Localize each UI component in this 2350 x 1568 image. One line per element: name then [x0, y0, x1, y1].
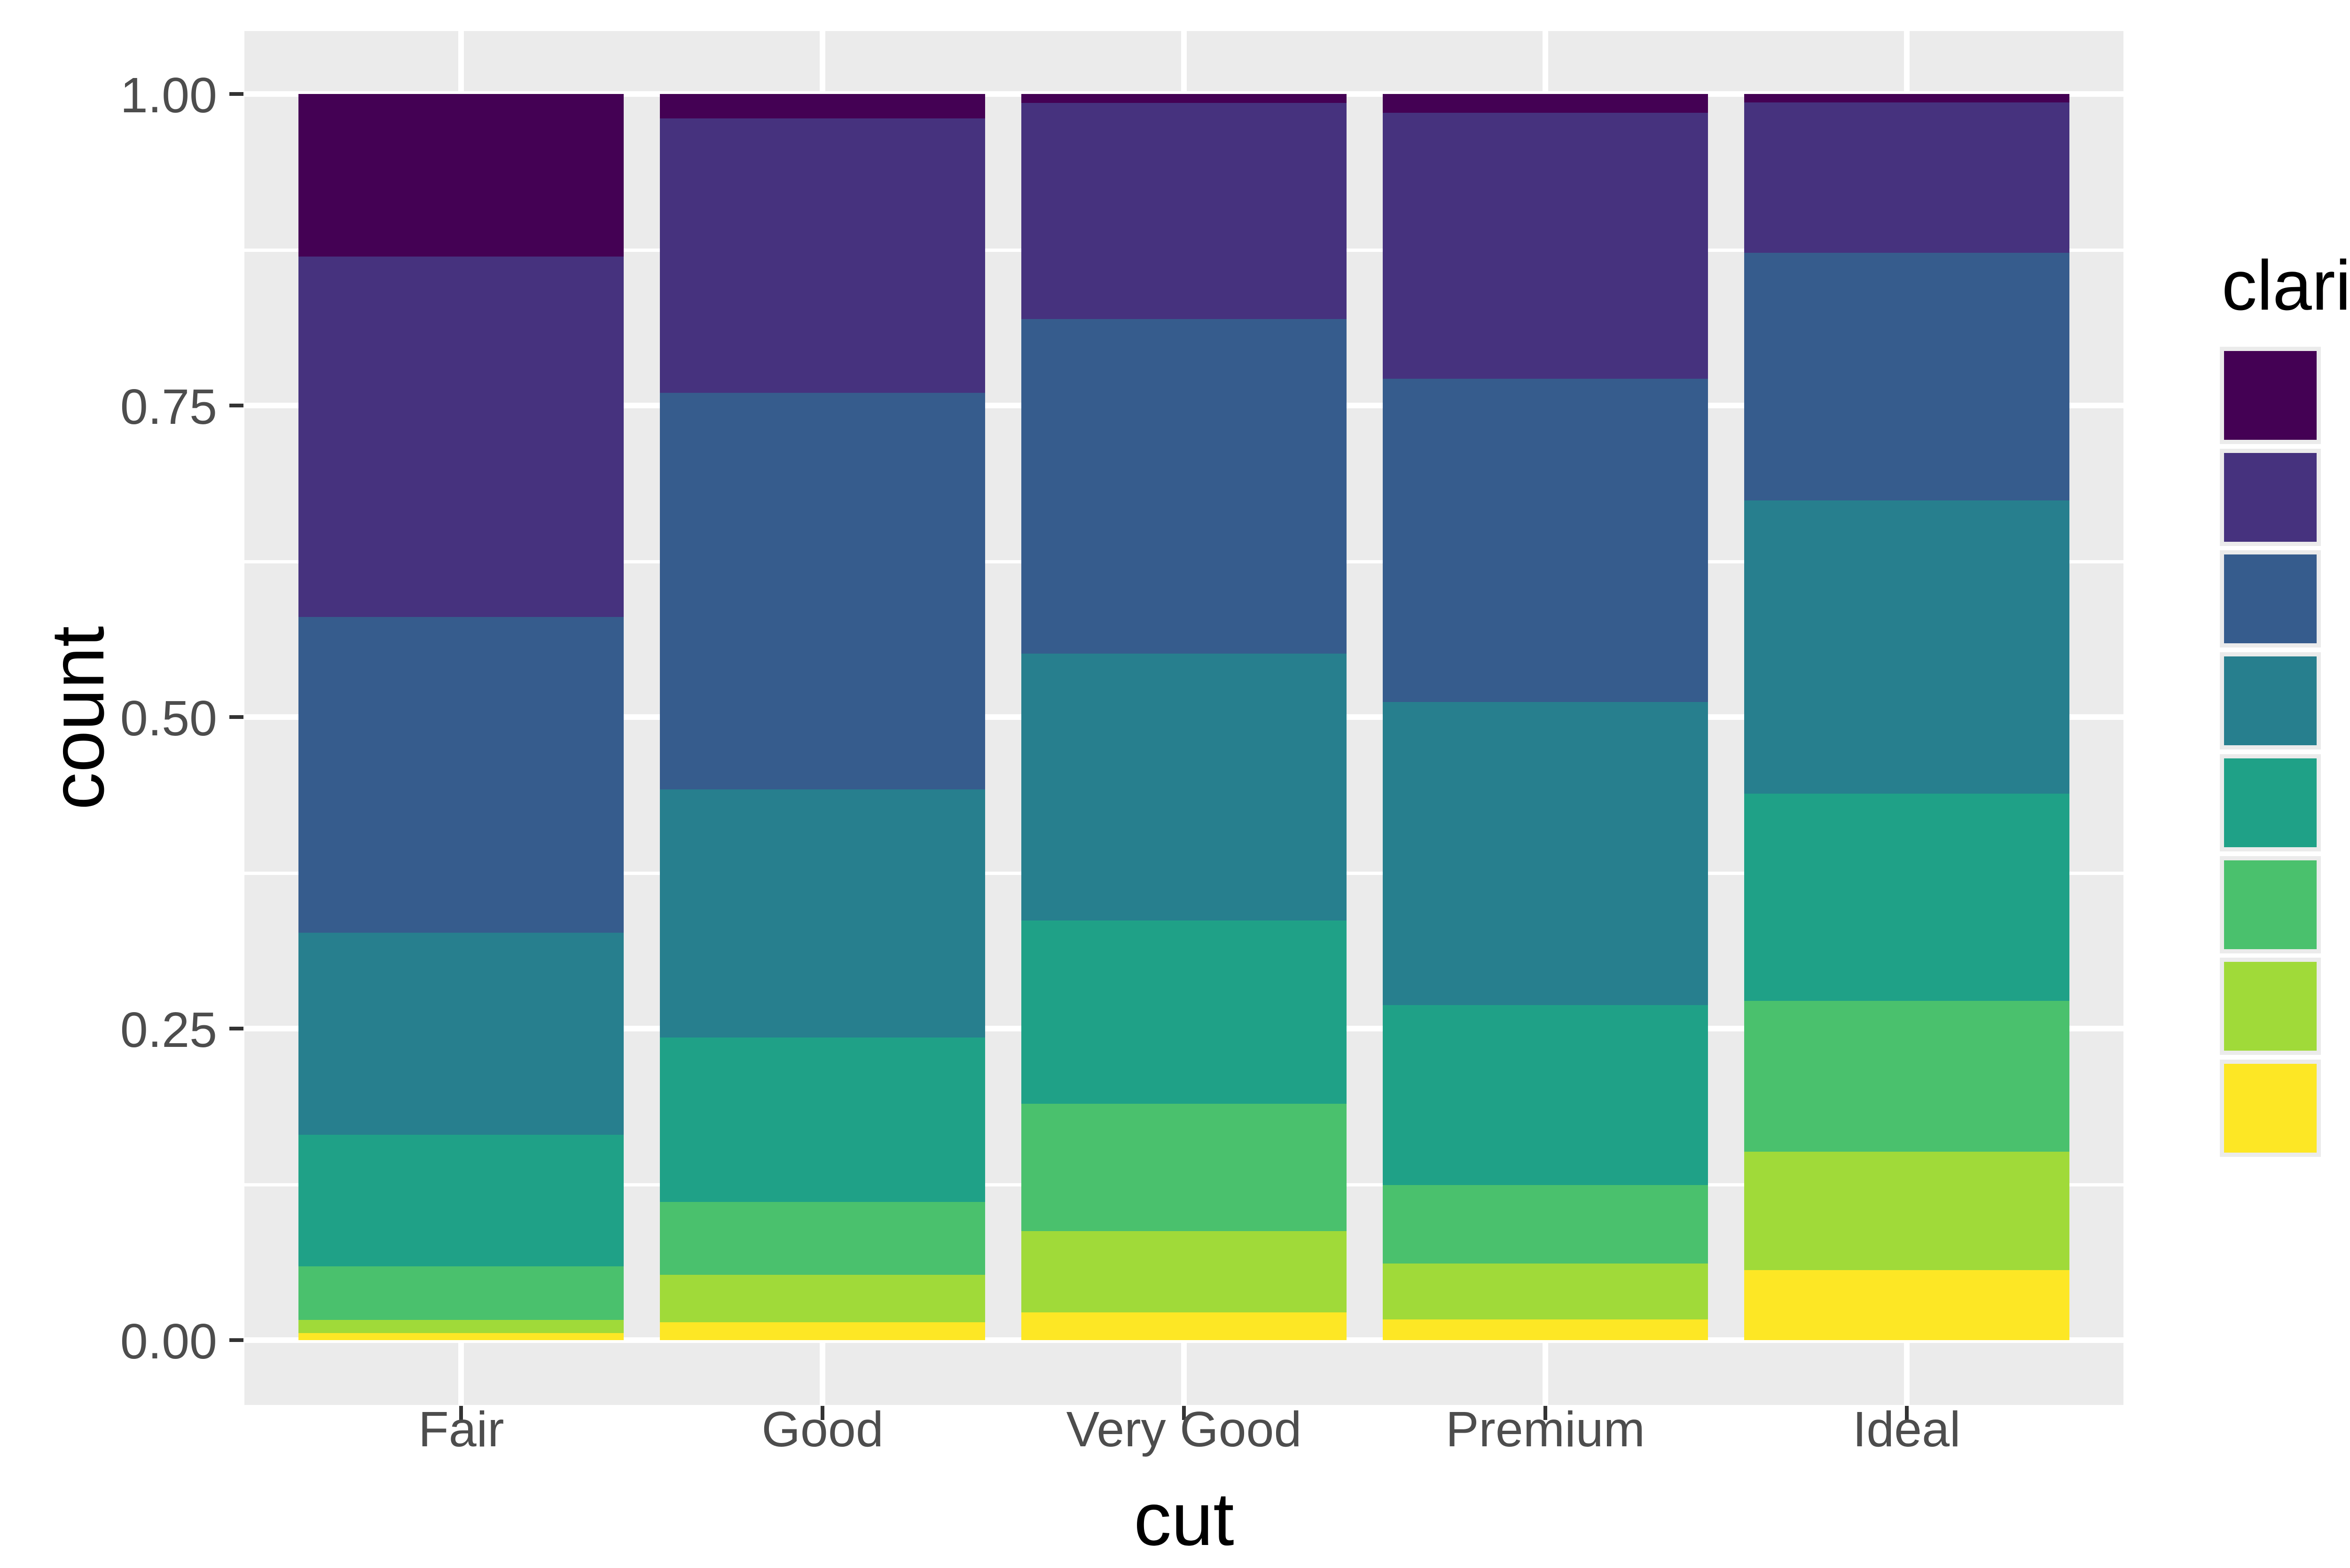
segment-very-good-vvs1: [1021, 1231, 1347, 1313]
segment-fair-vs1: [298, 1135, 624, 1267]
legend-key-if: [2220, 1059, 2321, 1157]
y-tick-mark: [229, 715, 243, 719]
segment-fair-if: [298, 1333, 624, 1340]
legend-key-swatch-i1: [2224, 351, 2317, 440]
bar-premium: [1382, 94, 1708, 1340]
y-axis-tick-label: 0.50: [120, 691, 217, 746]
segment-premium-si1: [1382, 379, 1708, 702]
segment-fair-vvs2: [298, 1266, 624, 1320]
x-axis-tick-label: Fair: [418, 1402, 504, 1457]
bar-very-good: [1021, 94, 1347, 1340]
x-axis-tick-label: Very Good: [1066, 1402, 1302, 1457]
segment-good-i1: [660, 94, 986, 118]
legend-key-swatch-si1: [2224, 554, 2317, 644]
legend-key-swatch-vvs1: [2224, 962, 2317, 1051]
segment-very-good-si2: [1021, 102, 1347, 320]
segment-premium-si2: [1382, 112, 1708, 379]
y-tick-mark: [229, 1027, 243, 1030]
y-axis-tick-label: 1.00: [120, 68, 217, 123]
segment-fair-i1: [298, 94, 624, 257]
segment-very-good-vs2: [1021, 653, 1347, 921]
legend-key-swatch-vs2: [2224, 656, 2317, 746]
legend-key-swatch-si2: [2224, 452, 2317, 542]
x-tick-mark: [1182, 1406, 1186, 1420]
y-tick-mark: [229, 92, 243, 96]
segment-fair-si2: [298, 256, 624, 617]
segment-ideal-vs2: [1744, 500, 2069, 794]
legend-key-vs1: [2220, 754, 2321, 851]
legend-title: clarity: [2222, 246, 2350, 325]
segment-very-good-vvs2: [1021, 1103, 1347, 1231]
legend-key-swatch-if: [2224, 1063, 2317, 1153]
x-axis-tick-label: Ideal: [1852, 1402, 1961, 1457]
segment-good-vs2: [660, 789, 986, 1038]
segment-good-vvs1: [660, 1275, 986, 1322]
segment-premium-vs2: [1382, 702, 1708, 1006]
segment-premium-vvs1: [1382, 1264, 1708, 1319]
segment-good-vvs2: [660, 1202, 986, 1275]
bar-good: [660, 94, 986, 1340]
segment-fair-vvs1: [298, 1320, 624, 1334]
y-axis-tick-label: 0.00: [120, 1314, 217, 1369]
segment-good-if: [660, 1322, 986, 1340]
x-tick-mark: [459, 1406, 463, 1420]
segment-ideal-si2: [1744, 102, 2069, 253]
segment-fair-vs2: [298, 933, 624, 1135]
y-axis-tick-label: 0.25: [120, 1002, 217, 1058]
legend-key-vvs1: [2220, 958, 2321, 1055]
legend-key-i1: [2220, 347, 2321, 444]
segment-very-good-si1: [1021, 319, 1347, 654]
x-axis-tick-label: Premium: [1445, 1402, 1645, 1457]
legend-key-swatch-vvs2: [2224, 860, 2317, 949]
bar-fair: [298, 94, 624, 1340]
bar-ideal: [1744, 94, 2069, 1340]
segment-very-good-vs1: [1021, 921, 1347, 1104]
legend-key-si1: [2220, 550, 2321, 648]
legend-key-vvs2: [2220, 856, 2321, 953]
segment-ideal-i1: [1744, 94, 2069, 103]
segment-ideal-vvs2: [1744, 1001, 2069, 1152]
segment-good-si1: [660, 393, 986, 789]
segment-good-vs1: [660, 1038, 986, 1202]
x-tick-mark: [1904, 1406, 1909, 1420]
segment-premium-i1: [1382, 94, 1708, 113]
x-tick-mark: [821, 1406, 825, 1420]
segment-ideal-si1: [1744, 252, 2069, 500]
segment-ideal-vvs1: [1744, 1151, 2069, 1270]
segment-premium-if: [1382, 1319, 1708, 1340]
x-axis-tick-label: Good: [761, 1402, 884, 1457]
legend-key-vs2: [2220, 652, 2321, 750]
segment-very-good-i1: [1021, 94, 1347, 103]
y-tick-mark: [229, 404, 243, 407]
segment-very-good-if: [1021, 1312, 1347, 1340]
y-tick-mark: [229, 1338, 243, 1342]
segment-premium-vvs2: [1382, 1185, 1708, 1264]
segment-ideal-if: [1744, 1270, 2069, 1340]
segment-good-si2: [660, 118, 986, 393]
legend-key-swatch-vs1: [2224, 758, 2317, 847]
segment-premium-vs1: [1382, 1005, 1708, 1185]
segment-ideal-vs1: [1744, 793, 2069, 1001]
x-axis-title: cut: [1134, 1477, 1234, 1561]
legend-key-si2: [2220, 448, 2321, 546]
segment-fair-si1: [298, 617, 624, 933]
x-tick-mark: [1543, 1406, 1547, 1420]
y-axis-title: count: [35, 626, 119, 810]
y-axis-tick-label: 0.75: [120, 379, 217, 435]
